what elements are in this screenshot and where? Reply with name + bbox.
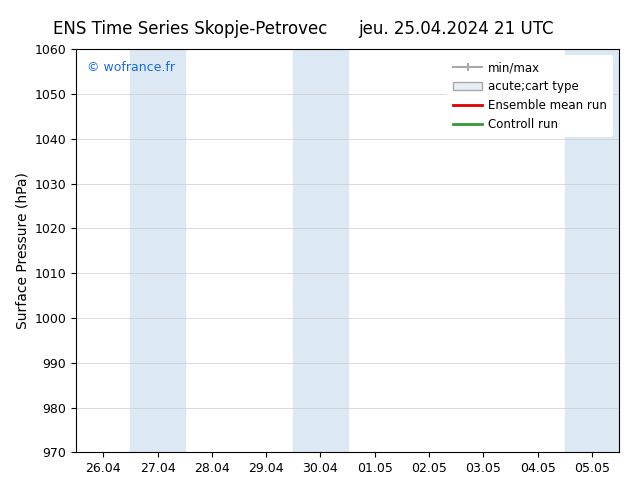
Text: © wofrance.fr: © wofrance.fr [87,61,175,74]
Legend: min/max, acute;cart type, Ensemble mean run, Controll run: min/max, acute;cart type, Ensemble mean … [447,55,613,137]
Bar [294,49,347,452]
Text: ENS Time Series Skopje-Petrovec: ENS Time Series Skopje-Petrovec [53,20,327,38]
Text: jeu. 25.04.2024 21 UTC: jeu. 25.04.2024 21 UTC [359,20,554,38]
Bar [565,49,619,452]
Y-axis label: Surface Pressure (hPa): Surface Pressure (hPa) [15,172,29,329]
Bar [131,49,184,452]
